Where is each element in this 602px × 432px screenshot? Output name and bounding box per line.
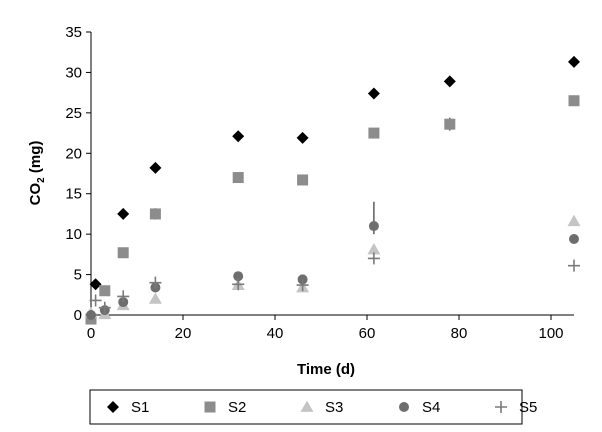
series-s3 <box>84 214 581 320</box>
y-tick-label: 0 <box>74 307 82 324</box>
data-point <box>233 271 244 282</box>
data-point <box>296 279 309 292</box>
data-point <box>89 294 102 307</box>
y-axis-title-main: CO <box>27 183 44 206</box>
y-tick-label: 30 <box>65 64 82 81</box>
data-point <box>86 310 96 320</box>
data-point <box>368 221 379 232</box>
y-tick-label: 35 <box>65 24 82 41</box>
data-point <box>568 259 580 272</box>
legend-marker-s2 <box>204 401 216 413</box>
data-point <box>149 161 162 174</box>
data-point <box>98 301 111 314</box>
chart-points <box>84 55 581 325</box>
chart-axes <box>90 32 574 316</box>
data-point <box>232 278 245 291</box>
data-point <box>367 243 381 255</box>
legend-label-s3: S3 <box>325 399 343 416</box>
data-point <box>149 208 161 220</box>
data-point <box>117 207 130 220</box>
series-s4 <box>86 221 579 320</box>
data-point <box>297 174 309 186</box>
legend-label-s4: S4 <box>422 399 440 416</box>
y-tick-label: 20 <box>65 145 82 162</box>
data-point <box>117 247 129 259</box>
data-point <box>117 290 130 303</box>
legend-label-s5: S5 <box>519 399 537 416</box>
data-point <box>443 75 456 88</box>
y-tick-label: 15 <box>65 186 82 203</box>
y-tick-label: 5 <box>74 267 82 284</box>
data-point <box>367 252 380 265</box>
data-point <box>296 131 309 144</box>
x-tick-label: 0 <box>87 325 95 342</box>
legend-marker-s1 <box>107 401 119 413</box>
data-point <box>568 95 580 107</box>
legend-marker-s4 <box>399 402 409 412</box>
data-point <box>567 214 581 227</box>
legend-label-s1: S1 <box>131 399 149 416</box>
x-tick-label: 60 <box>359 325 376 342</box>
data-point <box>232 172 244 184</box>
data-point <box>99 285 111 297</box>
y-tick-label: 10 <box>65 226 82 243</box>
data-point <box>368 127 380 139</box>
legend-label-s2: S2 <box>228 399 246 416</box>
x-tick-label: 20 <box>175 325 192 342</box>
data-point <box>367 87 380 100</box>
data-point <box>569 233 579 244</box>
series-s1 <box>89 55 580 291</box>
data-point <box>149 276 162 289</box>
legend-marker-s5 <box>495 401 507 413</box>
y-axis-title-subscript: 2 <box>36 177 47 183</box>
x-axis-title: Time (d) <box>297 361 355 378</box>
x-tick-label: 100 <box>538 325 563 342</box>
data-point <box>444 118 456 130</box>
data-point <box>89 278 102 291</box>
x-tick-label: 40 <box>267 325 284 342</box>
chart-ticks: 0 5 10 15 20 25 30 35 0 20 40 60 80 100 <box>65 24 563 342</box>
chart-legend: S1 S2 S3 S4 S5 <box>89 389 537 425</box>
x-tick-label: 80 <box>451 325 468 342</box>
y-tick-label: 25 <box>65 105 82 122</box>
y-axis-title-unit: (mg) <box>27 141 44 178</box>
series-s5 <box>89 252 580 314</box>
data-point <box>232 130 245 143</box>
y-axis-title: CO2 (mg) <box>27 141 47 206</box>
data-point <box>148 292 162 304</box>
data-point <box>568 55 580 68</box>
legend-marker-s3 <box>300 400 314 412</box>
